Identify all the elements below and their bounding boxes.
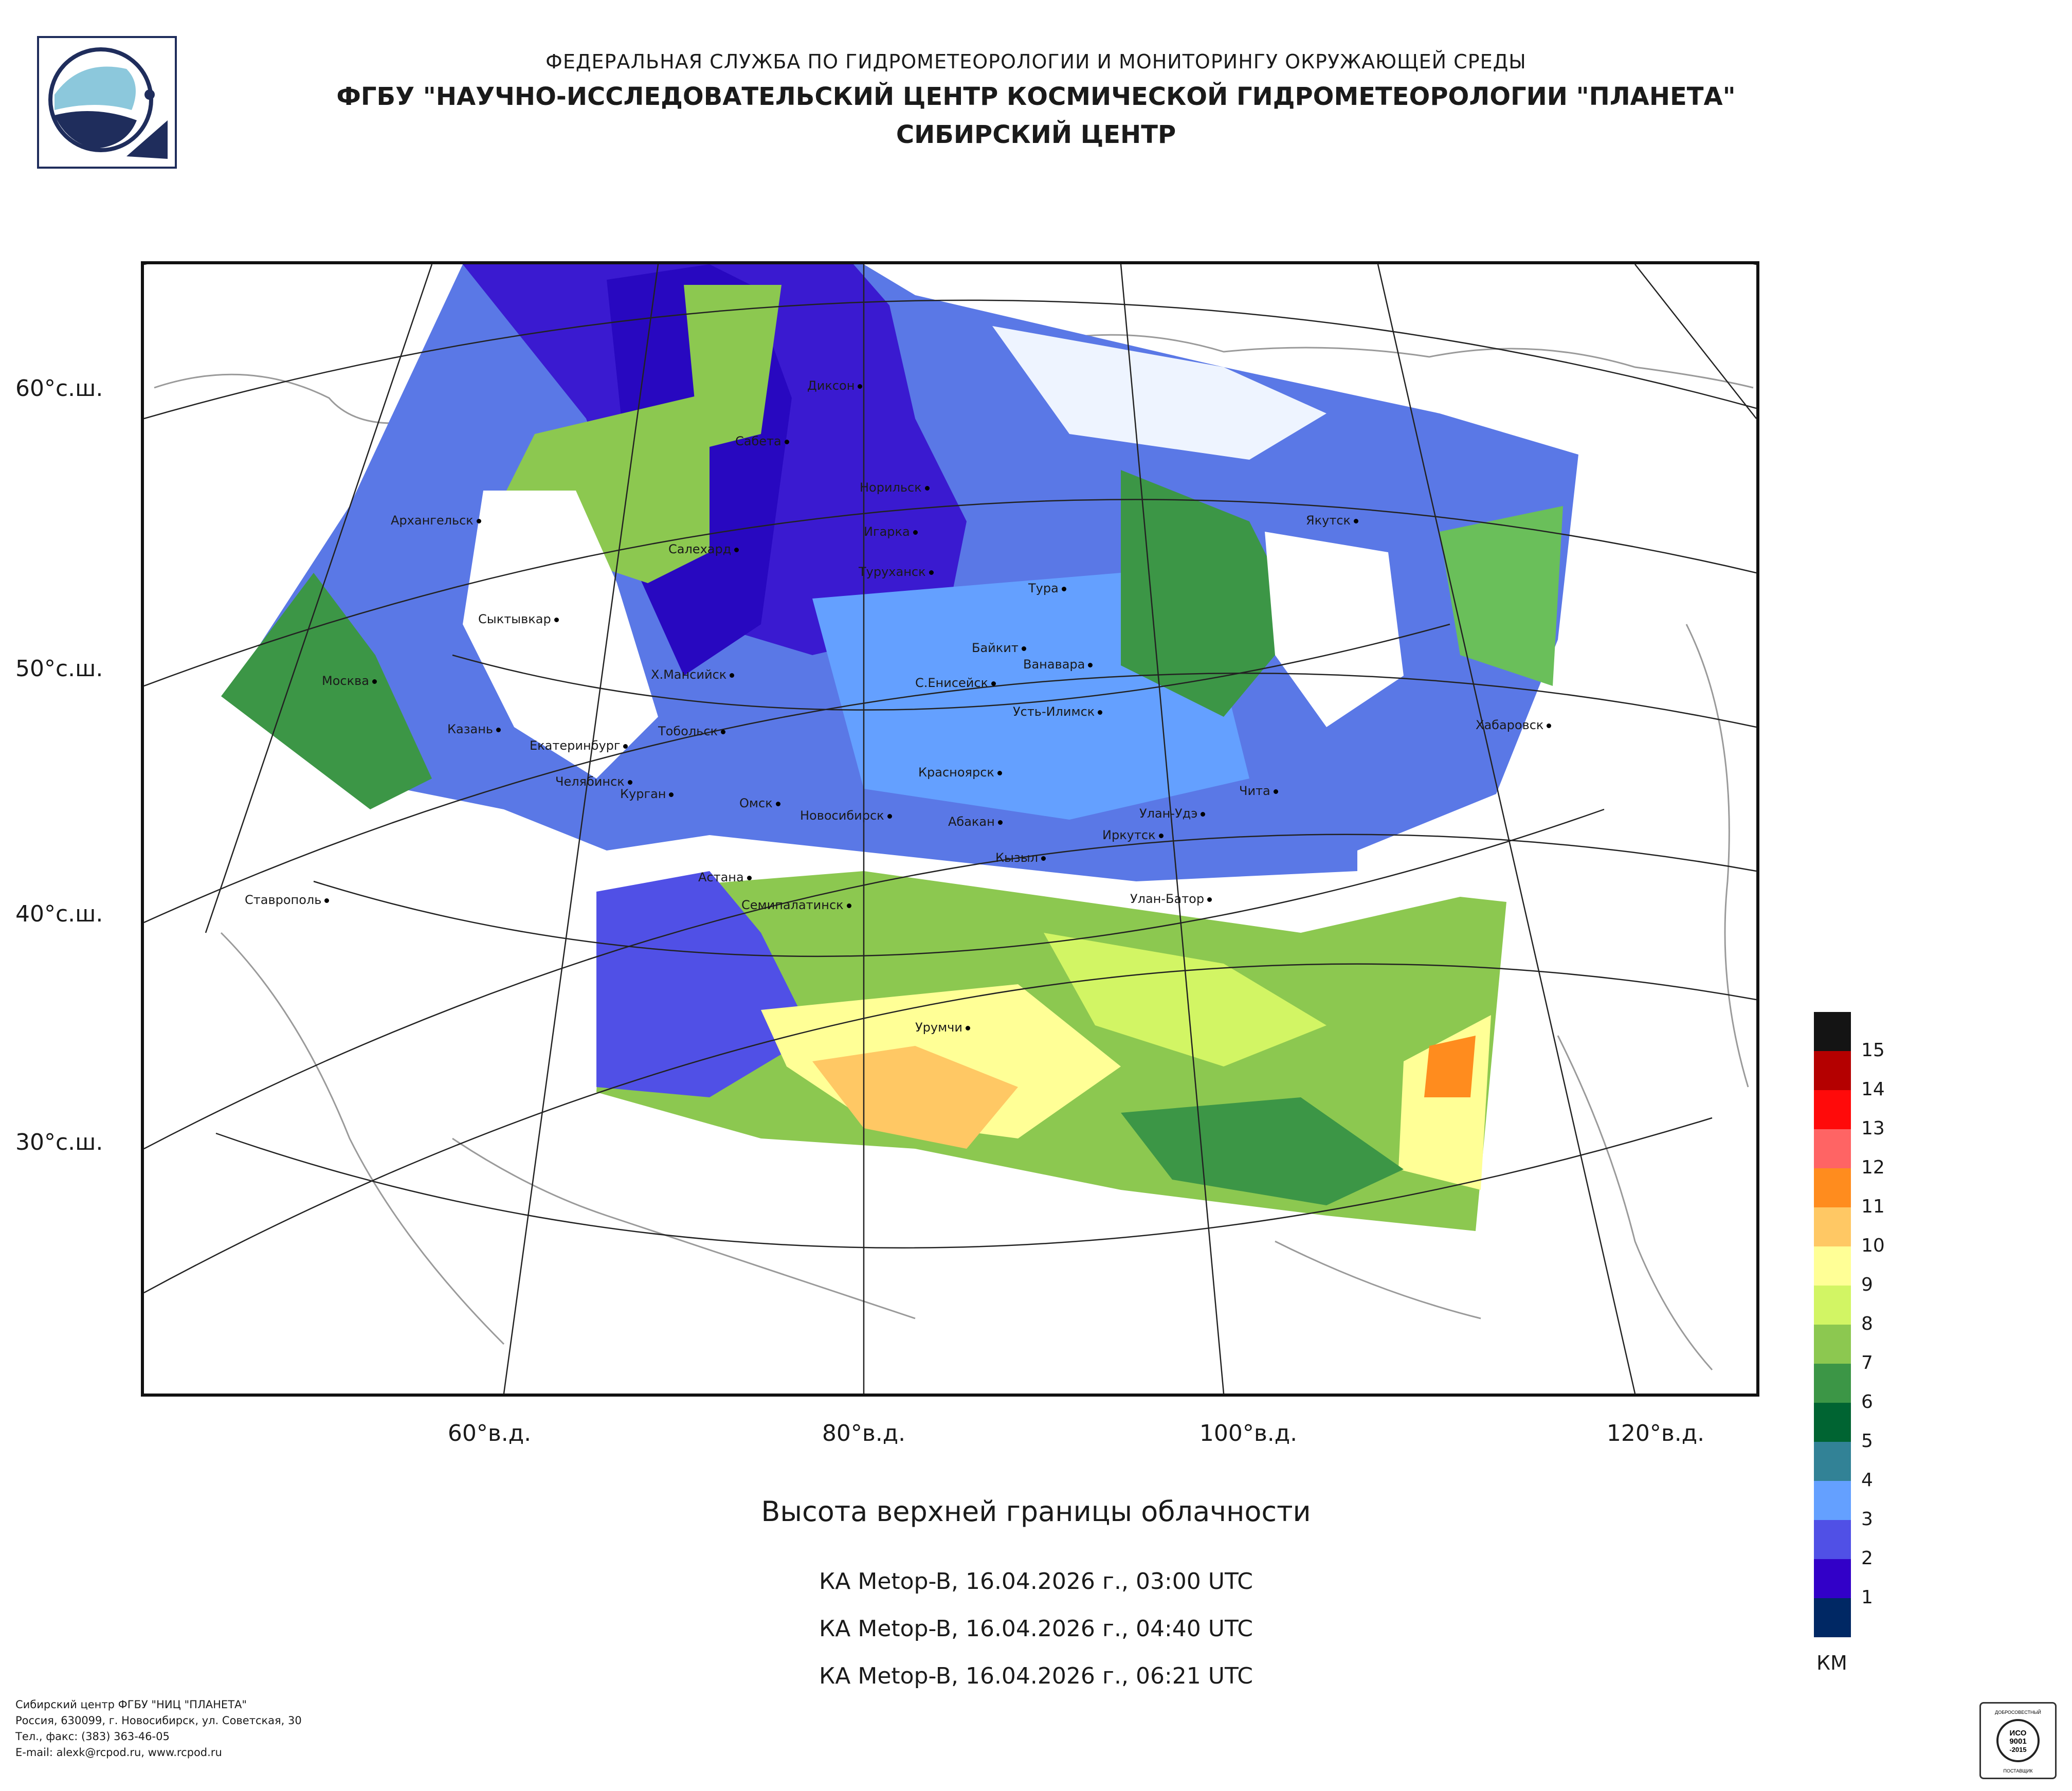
- legend-label: 5: [1861, 1431, 1873, 1452]
- city-ulan-bator: Улан-Батор: [1130, 892, 1212, 906]
- city-kazan: Казань: [447, 722, 501, 736]
- contact-phone: Тел., факс: (383) 363-46-05: [15, 1730, 170, 1743]
- city-igarka: Игарка: [864, 524, 918, 539]
- city-tobolsk: Тобольск: [658, 724, 726, 738]
- city-moskva: Москва: [322, 674, 377, 688]
- city-ulan-ude: Улан-Удэ: [1139, 806, 1206, 821]
- cloud-top-map: Диксон Сабета Норильск Архангельск Салех…: [141, 261, 1759, 1397]
- legend-swatch: [1814, 1442, 1851, 1481]
- satellite-pass: КА Metop-B, 16.04.2026 г., 04:40 UTC: [819, 1616, 1253, 1642]
- city-arkhangelsk: Архангельск: [391, 513, 481, 528]
- legend-swatch: [1814, 1090, 1851, 1129]
- legend-label: 4: [1861, 1470, 1873, 1491]
- cert-top-text: ДОБРОСОВЕСТНЫЙ: [1995, 1709, 2041, 1715]
- legend-swatch: [1814, 1481, 1851, 1520]
- legend-unit: КМ: [1816, 1652, 1847, 1674]
- city-novosibirsk: Новосибирск: [800, 808, 892, 823]
- city-s-eniseysk: С.Енисейск: [915, 676, 996, 690]
- lon-label-80: 80°в.д.: [822, 1420, 906, 1446]
- lat-label-30: 30°с.ш.: [15, 1129, 103, 1155]
- iso-certificate-badge: ДОБРОСОВЕСТНЫЙ ИСО 9001 -2015 ПОСТАВЩИК: [1979, 1702, 2057, 1779]
- legend-swatch: [1814, 1364, 1851, 1403]
- city-abakan: Абакан: [948, 815, 1003, 829]
- legend-swatch: [1814, 1520, 1851, 1559]
- legend-label: 14: [1861, 1079, 1885, 1100]
- cert-line2: 9001: [2009, 1737, 2026, 1746]
- color-legend: [1814, 1012, 1851, 1637]
- legend-label: 7: [1861, 1352, 1873, 1373]
- legend-label: 10: [1861, 1235, 1885, 1256]
- satellite-pass: КА Metop-B, 16.04.2026 г., 03:00 UTC: [819, 1568, 1253, 1595]
- map-canvas: [144, 264, 1756, 1394]
- city-khanty-mansiysk: Х.Мансийск: [651, 667, 735, 682]
- legend-label: 9: [1861, 1274, 1873, 1295]
- legend-swatch: [1814, 1168, 1851, 1207]
- legend-label: 15: [1861, 1040, 1885, 1061]
- legend-swatch: [1814, 1129, 1851, 1168]
- contact-address: Россия, 630099, г. Новосибирск, ул. Сове…: [15, 1714, 302, 1727]
- lon-label-120: 120°в.д.: [1606, 1420, 1705, 1446]
- planeta-logo: [37, 36, 177, 169]
- cert-line1: ИСО: [2010, 1729, 2027, 1738]
- city-tura: Тура: [1028, 581, 1066, 595]
- legend-swatch: [1814, 1403, 1851, 1442]
- city-syktyvkar: Сыктывкар: [478, 612, 559, 626]
- city-urumqi: Урумчи: [915, 1020, 970, 1035]
- legend-swatch: [1814, 1207, 1851, 1246]
- legend-label: 6: [1861, 1391, 1873, 1413]
- header-agency: ФЕДЕРАЛЬНАЯ СЛУЖБА ПО ГИДРОМЕТЕОРОЛОГИИ …: [546, 50, 1526, 73]
- city-dikson: Диксон: [807, 378, 863, 393]
- city-chelyabinsk: Челябинск: [555, 774, 632, 789]
- city-ekaterinburg: Екатеринбург: [530, 738, 628, 753]
- legend-swatch: [1814, 1559, 1851, 1598]
- legend-label: 1: [1861, 1587, 1873, 1608]
- legend-swatch: [1814, 1246, 1851, 1286]
- map-title: Высота верхней границы облачности: [761, 1495, 1311, 1528]
- city-kyzyl: Кызыл: [995, 851, 1046, 865]
- legend-label: 8: [1861, 1313, 1873, 1334]
- legend-label: 13: [1861, 1118, 1885, 1139]
- contact-email: E-mail: alexk@rcpod.ru, www.rcpod.ru: [15, 1746, 222, 1759]
- city-ust-ilimsk: Усть-Илимск: [1013, 704, 1103, 719]
- legend-swatch: [1814, 1012, 1851, 1051]
- cert-line3: -2015: [2009, 1746, 2026, 1753]
- lat-label-60: 60°с.ш.: [15, 375, 103, 402]
- lon-label-60: 60°в.д.: [447, 1420, 532, 1446]
- city-sabeta: Сабета: [735, 434, 789, 448]
- lon-label-100: 100°в.д.: [1199, 1420, 1298, 1446]
- header-institute: ФГБУ "НАУЧНО-ИССЛЕДОВАТЕЛЬСКИЙ ЦЕНТР КОС…: [336, 82, 1736, 111]
- city-baykit: Байкит: [972, 641, 1026, 655]
- legend-swatch: [1814, 1598, 1851, 1637]
- legend-swatch: [1814, 1051, 1851, 1090]
- city-khabarovsk: Хабаровск: [1476, 718, 1552, 732]
- satellite-pass: КА Metop-B, 16.04.2026 г., 06:21 UTC: [819, 1663, 1253, 1689]
- header-center: СИБИРСКИЙ ЦЕНТР: [896, 120, 1176, 149]
- lat-label-40: 40°с.ш.: [15, 901, 103, 927]
- city-krasnoyarsk: Красноярск: [918, 765, 1002, 780]
- legend-swatch: [1814, 1325, 1851, 1364]
- contact-org: Сибирский центр ФГБУ "НИЦ "ПЛАНЕТА": [15, 1698, 247, 1711]
- cert-bottom-text: ПОСТАВЩИК: [2003, 1768, 2033, 1774]
- lat-label-50: 50°с.ш.: [15, 656, 103, 682]
- city-semipalatinsk: Семипалатинск: [741, 898, 851, 912]
- city-irkutsk: Иркутск: [1102, 828, 1164, 842]
- legend-label: 12: [1861, 1157, 1885, 1178]
- city-omsk: Омск: [739, 796, 780, 810]
- city-turukhansk: Туруханск: [859, 565, 934, 579]
- city-vanavara: Ванавара: [1023, 657, 1093, 672]
- city-yakutsk: Якутск: [1306, 513, 1359, 528]
- legend-label: 3: [1861, 1509, 1873, 1530]
- city-kurgan: Курган: [620, 787, 674, 801]
- city-salekhard: Салехард: [668, 542, 739, 556]
- legend-label: 2: [1861, 1548, 1873, 1569]
- city-norilsk: Норильск: [860, 480, 930, 495]
- city-astana: Астана: [698, 870, 752, 884]
- city-chita: Чита: [1239, 784, 1278, 798]
- city-stavropol: Ставрополь: [245, 893, 330, 907]
- legend-swatch: [1814, 1286, 1851, 1325]
- legend-label: 11: [1861, 1196, 1885, 1217]
